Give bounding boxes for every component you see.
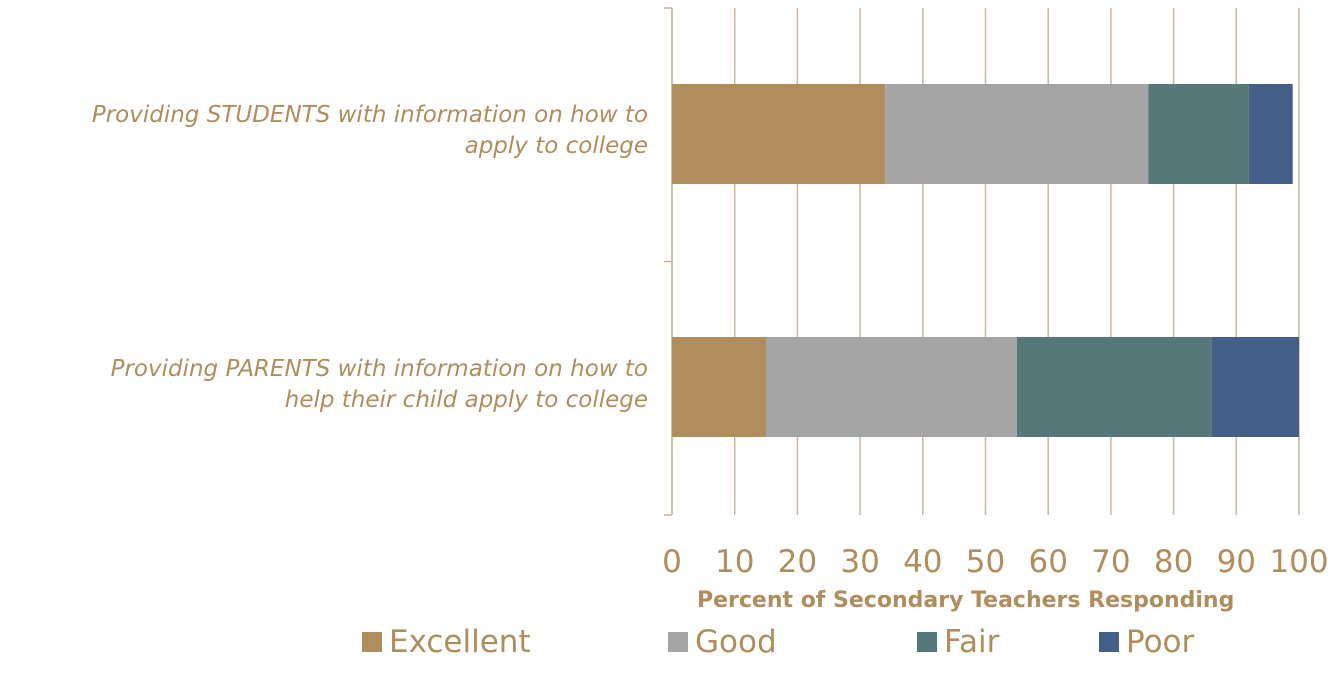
bar-excellent (672, 337, 767, 437)
x-axis-title: Percent of Secondary Teachers Responding (697, 588, 1235, 613)
x-tick-label: 20 (778, 544, 817, 580)
x-tick-label: 10 (715, 544, 754, 580)
x-tick-label: 30 (840, 544, 879, 580)
x-tick-label: 80 (1154, 544, 1193, 580)
x-tick-label: 100 (1269, 544, 1328, 580)
legend-swatch-fair (917, 632, 937, 652)
legend-label-poor: Poor (1126, 624, 1195, 660)
category-label-line: Providing STUDENTS with information on h… (91, 102, 648, 128)
category-label-parents: Providing PARENTS with information on ho… (0, 354, 648, 416)
bar-poor (1211, 337, 1299, 437)
legend-item-excellent: Excellent (362, 620, 531, 664)
bar-good (885, 84, 1149, 184)
bar-poor (1248, 84, 1293, 184)
bar-good (766, 337, 1017, 437)
x-tick-label: 90 (1217, 544, 1256, 580)
x-tick-label: 60 (1028, 544, 1067, 580)
legend-item-fair: Fair (917, 620, 999, 664)
x-tick-label: 50 (966, 544, 1005, 580)
category-label-line: Providing PARENTS with information on ho… (110, 356, 648, 382)
category-label-line: help their child apply to college (284, 387, 648, 413)
legend-label-fair: Fair (944, 624, 1000, 660)
x-tick-label: 0 (662, 544, 682, 580)
legend-label-excellent: Excellent (389, 624, 531, 660)
x-tick-label: 70 (1091, 544, 1130, 580)
bar-fair (1016, 337, 1212, 437)
legend-label-good: Good (695, 624, 777, 660)
legend-item-good: Good (668, 620, 777, 664)
category-label-line: apply to college (464, 133, 648, 159)
legend-item-poor: Poor (1099, 620, 1194, 664)
legend-swatch-excellent (362, 632, 382, 652)
bar-fair (1148, 84, 1249, 184)
x-tick-label: 40 (903, 544, 942, 580)
category-label-students: Providing STUDENTS with information on h… (0, 100, 648, 162)
legend-swatch-poor (1099, 632, 1119, 652)
bar-excellent (672, 84, 886, 184)
legend-swatch-good (668, 632, 688, 652)
